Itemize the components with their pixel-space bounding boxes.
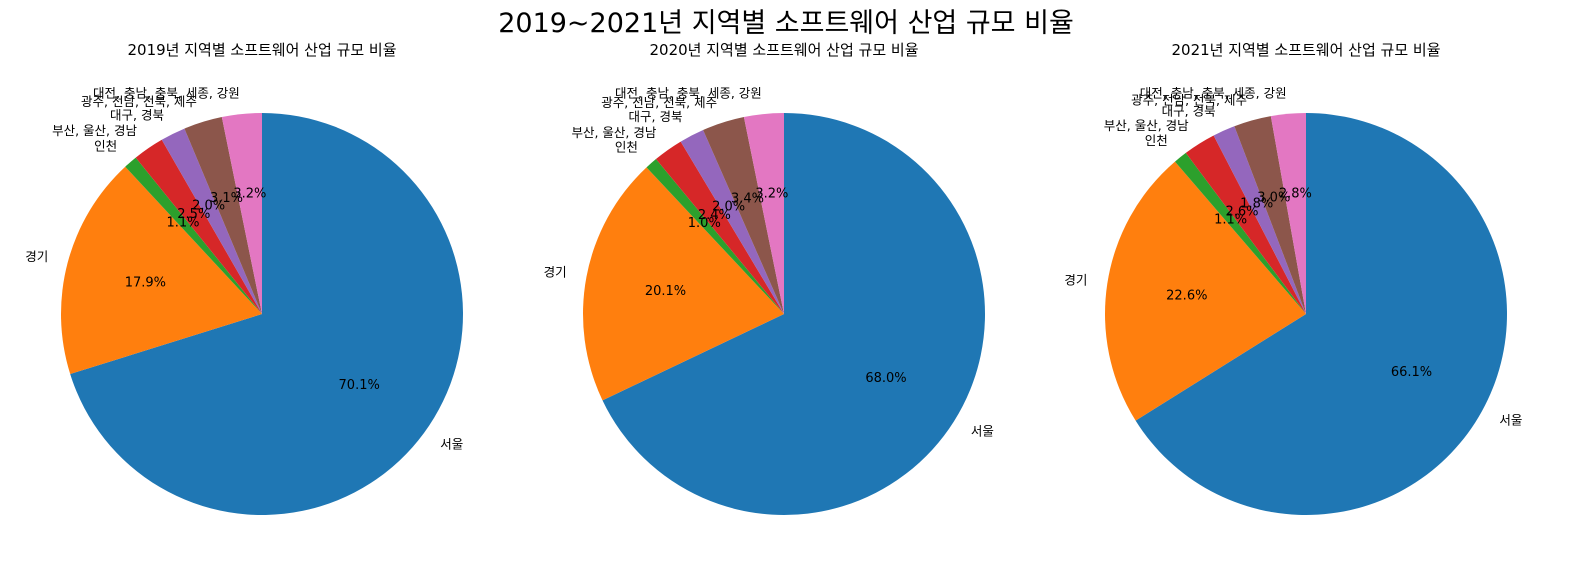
slice-percent-label: 2.8%: [1279, 186, 1312, 201]
slice-label: 인천: [615, 140, 638, 155]
pie-slice: [1213, 126, 1306, 314]
slice-label: 광주, 전남, 전북, 제주: [81, 94, 197, 109]
slice-label: 경기: [1064, 272, 1087, 287]
pie-slice: [1270, 113, 1306, 314]
slice-percent-label: 1.1%: [166, 215, 199, 230]
slice-label: 대구, 경북: [629, 109, 683, 124]
slice-percent-label: 3.1%: [210, 191, 243, 206]
slice-label: 경기: [25, 249, 48, 264]
pie-title: 2021년 지역별 소프트웨어 산업 규모 비율: [1171, 41, 1440, 59]
slice-label: 부산, 울산, 경남: [52, 123, 137, 138]
slice-label: 대전, 충남, 충북, 세종, 강원: [615, 86, 762, 101]
slice-label: 광주, 전남, 전북, 제주: [1131, 92, 1247, 107]
pie-slice: [1174, 152, 1306, 314]
slice-percent-label: 1.0%: [688, 216, 721, 231]
slice-label: 대구, 경북: [1162, 104, 1216, 119]
slice-label: 대전, 충남, 충북, 세종, 강원: [1140, 85, 1287, 100]
slice-percent-label: 17.9%: [125, 276, 166, 291]
pie-slice: [646, 159, 784, 314]
slice-percent-label: 1.8%: [1240, 196, 1273, 211]
pie-slice: [583, 167, 784, 401]
pie-slice: [602, 113, 986, 515]
slice-label: 부산, 울산, 경남: [571, 125, 656, 140]
pie-slice: [1135, 113, 1508, 515]
slice-percent-label: 66.1%: [1391, 365, 1432, 380]
pie-slice: [60, 166, 263, 375]
slice-label: 인천: [1145, 133, 1168, 148]
pie-slice: [184, 117, 262, 314]
slice-percent-label: 3.0%: [1257, 190, 1290, 205]
pie-slice: [743, 113, 784, 314]
pie-title: 2020년 지역별 소프트웨어 산업 규모 비율: [649, 41, 918, 59]
slice-percent-label: 3.4%: [731, 192, 764, 207]
pie-slice: [703, 117, 784, 314]
slice-label: 서울: [971, 424, 994, 439]
slice-label: 대구, 경북: [110, 107, 164, 122]
slice-percent-label: 2.6%: [1225, 204, 1258, 219]
slice-percent-label: 2.4%: [698, 208, 731, 223]
slice-label: 인천: [94, 138, 117, 153]
slice-percent-label: 2.5%: [177, 207, 210, 222]
slice-percent-label: 1.1%: [1214, 212, 1247, 227]
pie-slice: [1105, 161, 1306, 421]
pie-slice: [135, 139, 262, 314]
slice-percent-label: 2.0%: [712, 199, 745, 214]
figure-suptitle: 2019~2021년 지역별 소프트웨어 산업 규모 비율: [498, 8, 1074, 39]
slice-percent-label: 22.6%: [1166, 288, 1207, 303]
pie-slice: [655, 141, 784, 314]
pie-slice: [70, 113, 463, 515]
slice-percent-label: 2.0%: [192, 198, 225, 213]
slice-percent-label: 20.1%: [645, 284, 686, 299]
pie-slice: [221, 113, 262, 314]
pie-slice: [1185, 135, 1306, 314]
slice-label: 경기: [544, 265, 567, 280]
slice-label: 서울: [440, 436, 463, 451]
slice-label: 부산, 울산, 경남: [1104, 118, 1189, 133]
slice-percent-label: 68.0%: [865, 371, 906, 386]
slice-label: 광주, 전남, 전북, 제주: [601, 95, 717, 110]
pie-slice: [1234, 116, 1306, 314]
slice-label: 대전, 충남, 충북, 세종, 강원: [93, 86, 240, 101]
slice-percent-label: 3.2%: [755, 187, 788, 202]
pie-slice: [680, 130, 784, 314]
slice-percent-label: 3.2%: [233, 187, 266, 202]
slice-label: 서울: [1499, 413, 1522, 428]
pie-slice: [161, 128, 262, 314]
pie-slice: [125, 157, 262, 314]
pie-title: 2019년 지역별 소프트웨어 산업 규모 비율: [127, 41, 396, 59]
slice-percent-label: 70.1%: [339, 378, 380, 393]
